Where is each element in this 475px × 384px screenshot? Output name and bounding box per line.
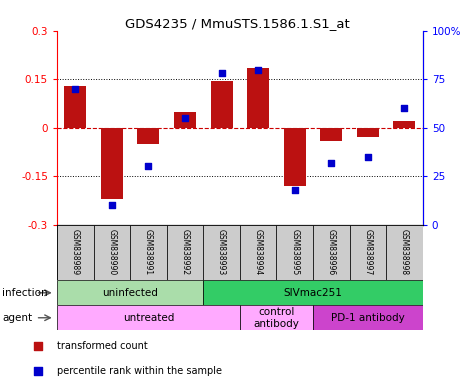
Text: uninfected: uninfected [102, 288, 158, 298]
Bar [247, 68, 269, 127]
Text: infection: infection [2, 288, 48, 298]
Bar [203, 280, 423, 305]
Bar [320, 127, 342, 141]
Point [291, 187, 299, 193]
Text: PD-1 antibody: PD-1 antibody [331, 313, 405, 323]
Bar [350, 225, 386, 280]
Point [364, 154, 372, 160]
Text: GSM838991: GSM838991 [144, 229, 153, 276]
Point [108, 202, 116, 208]
Bar [203, 225, 240, 280]
Text: GSM838998: GSM838998 [400, 229, 409, 276]
Text: GSM838989: GSM838989 [71, 229, 80, 276]
Text: GSM838993: GSM838993 [217, 229, 226, 276]
Bar [130, 225, 167, 280]
Bar [94, 225, 130, 280]
Text: GSM838997: GSM838997 [363, 229, 372, 276]
Bar [57, 280, 203, 305]
Point [144, 164, 152, 170]
Text: GDS4235 / MmuSTS.1586.1.S1_at: GDS4235 / MmuSTS.1586.1.S1_at [125, 17, 350, 30]
Point [328, 159, 335, 166]
Bar [276, 225, 313, 280]
Bar [137, 127, 160, 144]
Bar [57, 225, 94, 280]
Text: SIVmac251: SIVmac251 [284, 288, 342, 298]
Point [34, 343, 42, 349]
Bar [313, 225, 350, 280]
Text: transformed count: transformed count [57, 341, 148, 351]
Point [255, 66, 262, 73]
Bar [240, 305, 313, 330]
Bar [386, 225, 423, 280]
Bar [210, 81, 233, 127]
Text: percentile rank within the sample: percentile rank within the sample [57, 366, 222, 376]
Text: control
antibody: control antibody [254, 307, 299, 329]
Bar [167, 225, 203, 280]
Point [181, 115, 189, 121]
Bar [101, 127, 123, 199]
Bar [240, 225, 276, 280]
Text: GSM838994: GSM838994 [254, 229, 263, 276]
Bar [64, 86, 86, 127]
Text: GSM838990: GSM838990 [107, 229, 116, 276]
Bar [284, 127, 306, 186]
Text: GSM838996: GSM838996 [327, 229, 336, 276]
Bar [174, 111, 196, 127]
Point [34, 367, 42, 374]
Text: GSM838992: GSM838992 [180, 229, 190, 276]
Bar [313, 305, 423, 330]
Bar [393, 121, 416, 127]
Bar [57, 305, 240, 330]
Text: agent: agent [2, 313, 32, 323]
Bar [357, 127, 379, 137]
Text: GSM838995: GSM838995 [290, 229, 299, 276]
Point [400, 105, 408, 111]
Point [218, 70, 226, 76]
Text: untreated: untreated [123, 313, 174, 323]
Point [71, 86, 79, 92]
